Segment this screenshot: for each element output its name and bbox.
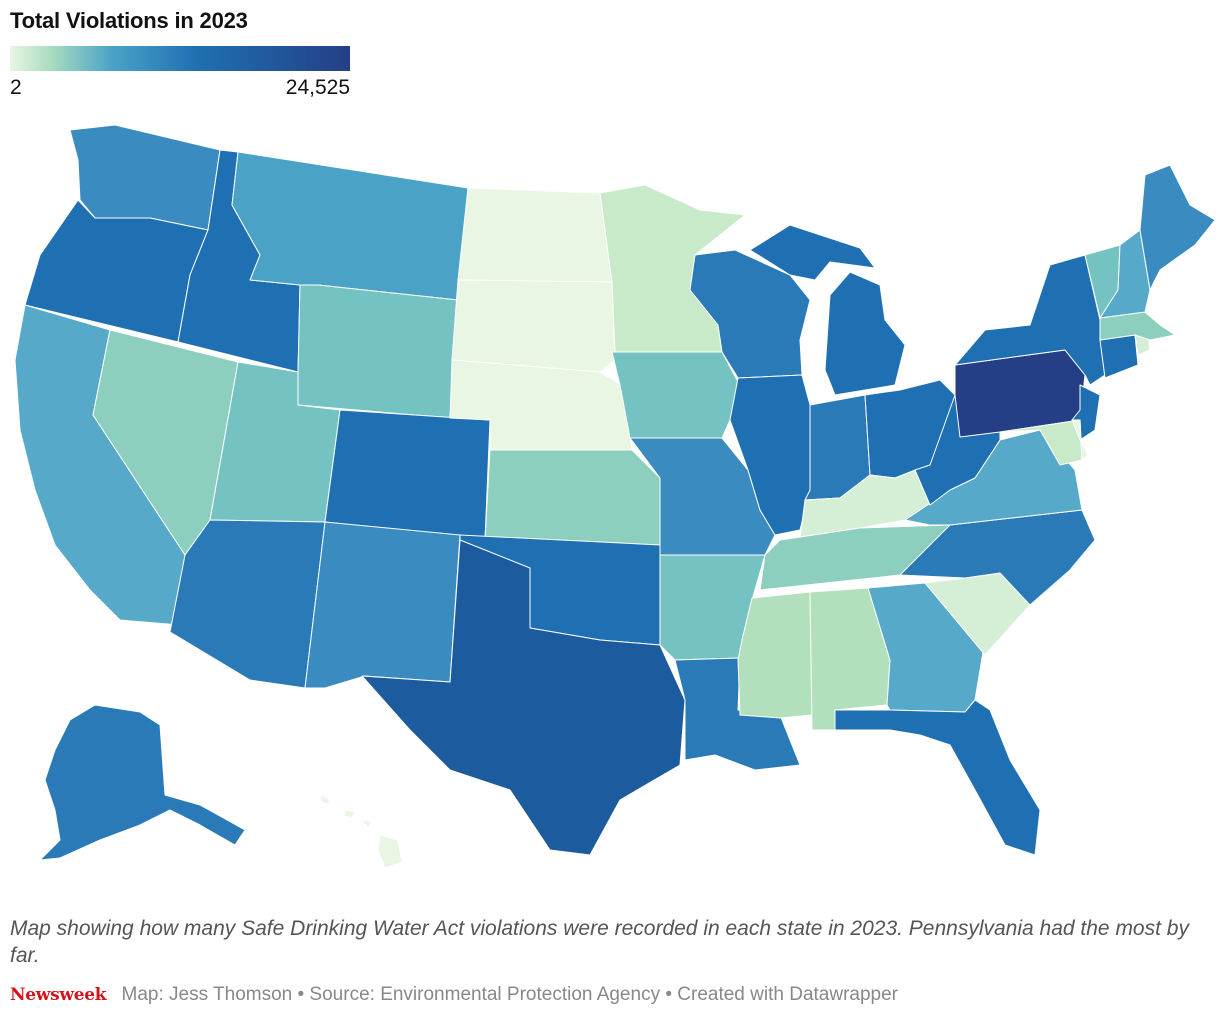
state-maryland[interactable] [999, 419, 1083, 466]
state-connecticut[interactable] [1099, 334, 1139, 379]
state-alaska[interactable] [39, 704, 246, 861]
state-new-mexico[interactable] [304, 521, 461, 689]
state-mississippi[interactable] [737, 591, 813, 719]
state-illinois[interactable] [729, 374, 811, 536]
map-caption: Map showing how many Safe Drinking Water… [10, 917, 1189, 967]
map-title: Total Violations in 2023 [10, 8, 248, 33]
state-michigan[interactable] [749, 224, 906, 396]
state-maine[interactable] [1139, 164, 1216, 291]
state-north-dakota[interactable] [457, 187, 613, 283]
footer-credit-text: Map: Jess Thomson • Source: Environmenta… [121, 984, 899, 1005]
state-texas[interactable] [361, 539, 686, 856]
state-montana[interactable] [231, 151, 469, 301]
legend-max-label: 24,525 [285, 76, 350, 99]
state-south-dakota[interactable] [451, 279, 616, 373]
newsweek-logo[interactable]: Newsweek [10, 985, 107, 1005]
state-hawaii[interactable] [319, 794, 403, 869]
state-iowa[interactable] [611, 351, 746, 439]
state-wyoming[interactable] [297, 284, 459, 419]
state-arizona[interactable] [169, 519, 326, 689]
state-washington[interactable] [69, 124, 221, 231]
footer-credits: Newsweek Map: Jess Thomson • Source: Env… [10, 984, 898, 1006]
state-florida[interactable] [834, 699, 1041, 856]
state-kansas[interactable] [484, 449, 661, 546]
state-massachusetts[interactable] [1099, 311, 1176, 341]
color-legend-bar [10, 46, 350, 71]
legend-min-label: 2 [10, 76, 22, 99]
state-delaware[interactable] [1071, 419, 1089, 461]
state-colorado[interactable] [324, 409, 491, 541]
us-choropleth-map [14, 124, 1216, 869]
